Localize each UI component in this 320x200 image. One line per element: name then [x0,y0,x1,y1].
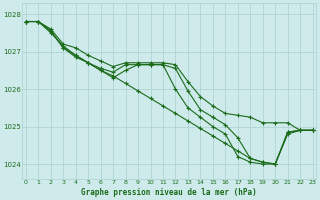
X-axis label: Graphe pression niveau de la mer (hPa): Graphe pression niveau de la mer (hPa) [81,188,257,197]
